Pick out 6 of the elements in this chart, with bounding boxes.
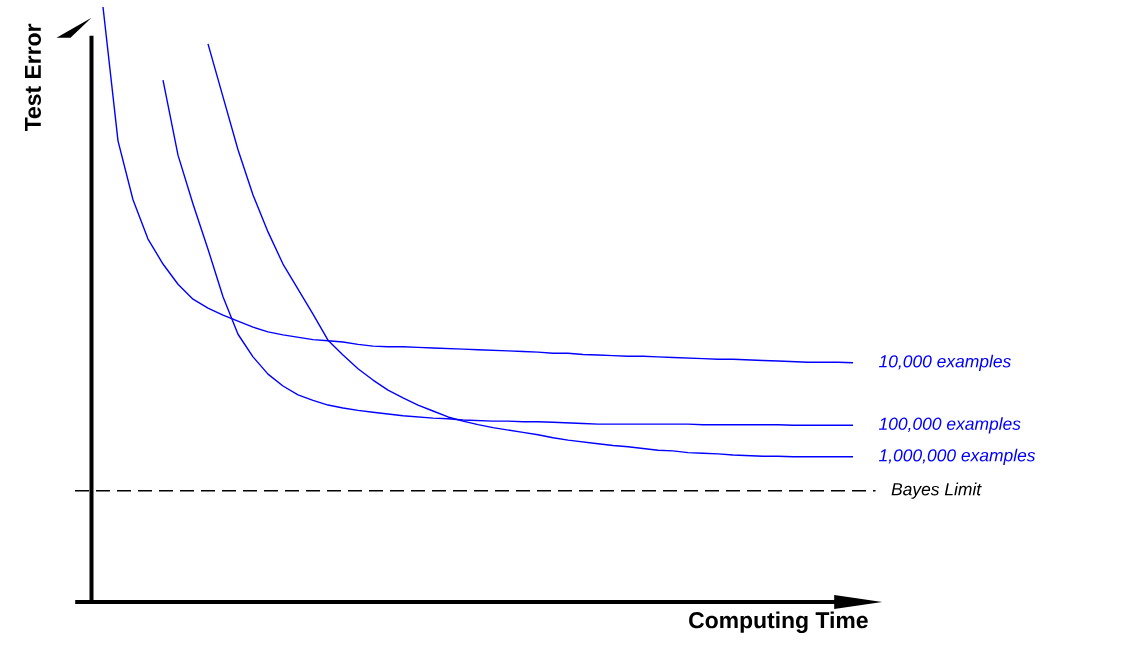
series-label: 1,000,000 examples	[878, 448, 1036, 465]
series-label: 100,000 examples	[878, 417, 1021, 434]
x-axis-title: Computing Time	[689, 611, 868, 633]
ref-line-label: Bayes Limit	[891, 482, 982, 499]
series-label: 10,000 examples	[878, 354, 1011, 371]
y-axis-title: Test Error	[25, 23, 41, 132]
